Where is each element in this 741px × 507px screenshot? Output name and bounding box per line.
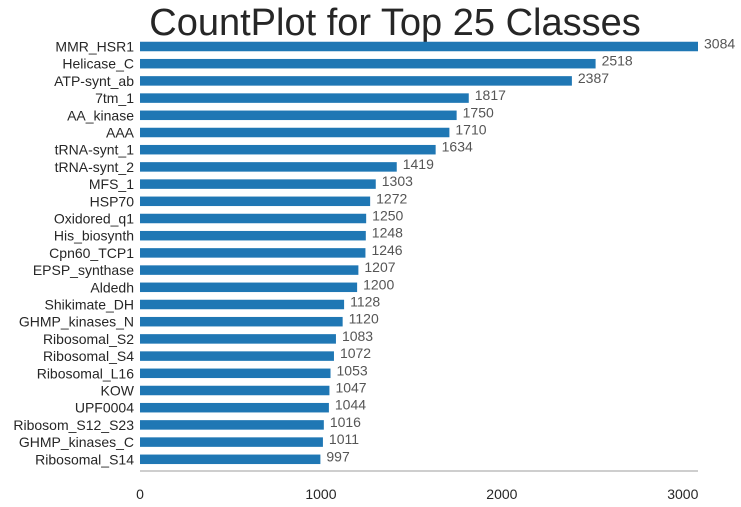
category-label: HSP70 [90,193,135,209]
category-label: tRNA-synt_2 [55,159,135,175]
value-label: 3084 [704,36,735,52]
category-label: Cpn60_TCP1 [49,245,134,261]
value-label: 1207 [364,259,395,275]
bar-ribosomal_l16 [140,368,331,379]
bar-aa_kinase [140,110,457,121]
bar-aaa [140,127,450,138]
bar-oxidored_q1 [140,213,367,224]
category-labels: MMR_HSR1Helicase_CATP-synt_ab7tm_1AA_kin… [13,39,134,468]
bar-his_biosynth [140,230,366,241]
category-label: Oxidored_q1 [54,211,134,227]
value-label: 1053 [337,362,368,378]
category-label: 7tm_1 [95,90,134,106]
bar-mmr_hsr1 [140,41,698,52]
value-label: 1072 [340,345,371,361]
category-label: KOW [101,383,135,399]
category-label: Helicase_C [62,56,134,72]
value-label: 997 [326,448,350,464]
category-label: His_biosynth [54,228,134,244]
bar-mfs_1 [140,179,376,189]
category-label: GHMP_kinases_C [19,434,134,450]
x-tick-label: 3000 [667,486,698,502]
category-label: AA_kinase [67,107,134,123]
bar-trna-synt_1 [140,144,436,155]
category-label: UPF0004 [75,400,134,416]
bar-ribosom_s12_s23 [140,420,324,430]
value-label: 1011 [329,431,359,447]
bar-7tm_1 [140,93,469,103]
category-label: ATP-synt_ab [54,73,134,89]
value-label: 1710 [455,122,486,138]
value-label: 1634 [442,139,473,155]
category-label: Shikimate_DH [45,297,134,313]
value-label: 1248 [372,225,403,241]
value-label: 1044 [335,397,366,413]
bar-aldedh [140,282,358,293]
bar-upf0004 [140,402,329,413]
category-label: GHMP_kinases_N [19,314,134,330]
value-label: 1272 [376,190,407,206]
bar-shikimate_dh [140,299,345,310]
bar-cpn60_tcp1 [140,248,366,258]
value-label: 1128 [350,294,380,310]
value-label: 1200 [363,276,394,292]
category-label: Ribosomal_S4 [43,348,134,364]
value-label: 1120 [349,311,379,327]
category-label: Aldedh [90,279,134,295]
category-label: AAA [106,125,135,141]
bar-atp-synt_ab [140,76,572,86]
category-label: tRNA-synt_1 [55,142,135,158]
bar-kow [140,385,330,396]
x-tick-label: 2000 [486,486,517,502]
bar-helicase_c [140,58,596,69]
bars-layer [140,41,698,465]
value-label: 1246 [371,242,402,258]
value-label: 1303 [382,173,413,189]
chart-title: CountPlot for Top 25 Classes [149,2,640,44]
bar-ribosomal_s4 [140,351,334,361]
bar-ghmp_kinases_n [140,316,343,327]
category-label: MMR_HSR1 [55,39,134,55]
value-label: 1083 [342,328,373,344]
value-label: 1047 [335,380,366,396]
value-label: 1750 [463,104,494,120]
category-label: Ribosomal_L16 [37,365,134,381]
value-label: 1016 [330,414,361,430]
bar-epsp_synthase [140,265,359,275]
value-label: 2518 [602,53,633,69]
value-label: 1817 [475,87,506,103]
category-label: Ribosom_S12_S23 [13,417,134,433]
category-label: MFS_1 [89,176,134,192]
x-tick-labels: 0 1000 2000 3000 [136,486,698,502]
category-label: EPSP_synthase [33,262,134,278]
category-label: Ribosomal_S14 [35,451,134,467]
bar-ribosomal_s14 [140,454,321,465]
bar-hsp70 [140,196,371,207]
value-label: 1419 [403,156,434,172]
x-tick-label: 1000 [305,486,336,502]
bar-trna-synt_2 [140,162,397,172]
bar-ribosomal_s2 [140,334,336,344]
bar-ghmp_kinases_c [140,437,323,447]
x-tick-label: 0 [136,486,144,502]
category-label: Ribosomal_S2 [43,331,134,347]
value-label: 2387 [578,70,609,86]
value-label: 1250 [372,208,403,224]
